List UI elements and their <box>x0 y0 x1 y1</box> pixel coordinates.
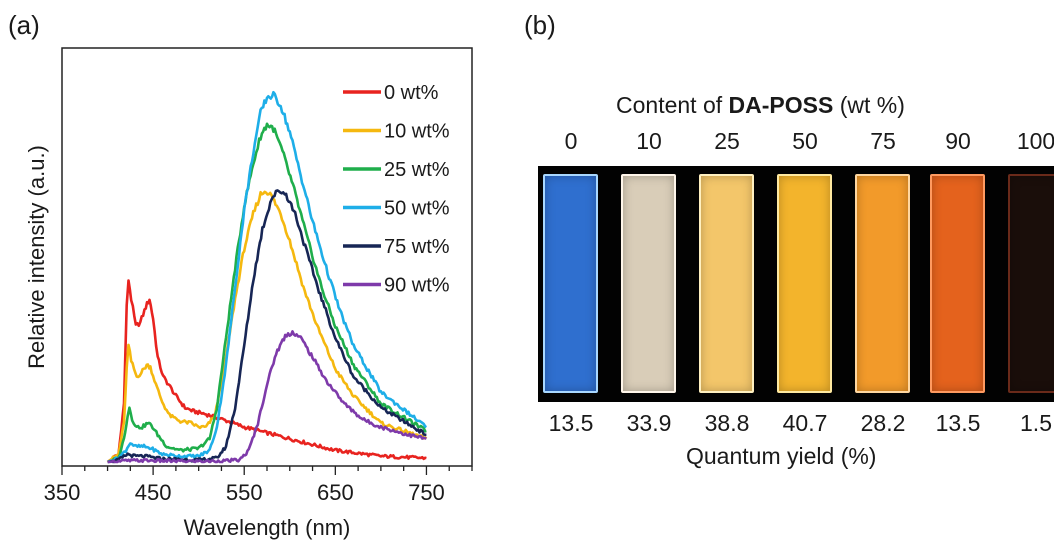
series-line-10-wt- <box>106 190 428 464</box>
content-title-bold: DA-POSS <box>728 92 834 118</box>
x-tick-label: 450 <box>135 480 172 505</box>
series-line-90-wt- <box>107 330 427 464</box>
quantum-yield-value: 38.8 <box>704 410 750 436</box>
x-axis-label: Wavelength (nm) <box>184 515 351 540</box>
film-sample <box>1008 174 1054 393</box>
films-photo-panel: Content of DA-POSS (wt %) 0 10 25 50 75 90 100… <box>520 0 1054 541</box>
films-photograph <box>538 166 1054 402</box>
quantum-yield-value: 33.9 <box>626 410 672 436</box>
quantum-yield-value: 1.5 <box>1020 410 1052 436</box>
content-values-row: 0 10 25 50 75 90 100 <box>520 128 1054 158</box>
x-axis-ticks: 350 450 550 650 750 <box>44 466 473 505</box>
content-title-suffix: (wt %) <box>833 92 905 118</box>
series-line-25-wt- <box>107 122 427 464</box>
x-tick-label: 550 <box>226 480 263 505</box>
legend-label: 10 wt% <box>384 121 450 143</box>
legend-label: 25 wt% <box>384 159 450 181</box>
panel-a-label: (a) <box>8 10 40 40</box>
quantum-yield-row: 13.5 33.9 38.8 40.7 28.2 13.5 1.5 <box>520 410 1054 440</box>
panel-b-label: (b) <box>524 10 556 40</box>
emission-spectra-chart: 350 450 550 650 750 0 wt% 10 wt% 25 wt% 50 wt% 7… <box>24 47 473 540</box>
series-line-0-wt- <box>106 279 427 464</box>
legend-label: 50 wt% <box>384 198 450 220</box>
quantum-yield-value: 13.5 <box>935 410 981 436</box>
x-tick-label: 750 <box>408 480 445 505</box>
content-value: 0 <box>564 128 578 154</box>
legend-label: 90 wt% <box>384 275 450 297</box>
quantum-yield-label: Quantum yield (%) <box>686 443 877 469</box>
content-title-prefix: Content of <box>616 92 729 118</box>
y-axis-label: Relative intensity (a.u.) <box>24 145 49 369</box>
film-sample <box>930 174 985 393</box>
content-value: 75 <box>870 128 896 154</box>
quantum-yield-value: 28.2 <box>860 410 906 436</box>
quantum-yield-value: 40.7 <box>782 410 828 436</box>
legend: 0 wt% 10 wt% 25 wt% 50 wt% 75 wt% 90 wt% <box>343 82 450 297</box>
content-value: 100 <box>1016 128 1054 154</box>
legend-label: 75 wt% <box>384 236 450 258</box>
series-line-50-wt- <box>107 90 428 464</box>
film-sample <box>699 174 754 393</box>
content-value: 90 <box>945 128 971 154</box>
legend-label: 0 wt% <box>384 82 439 104</box>
film-sample <box>543 174 598 393</box>
content-value: 25 <box>714 128 740 154</box>
x-tick-label: 350 <box>44 480 81 505</box>
series-lines <box>106 90 428 464</box>
content-value: 50 <box>792 128 818 154</box>
content-value: 10 <box>636 128 662 154</box>
film-sample <box>855 174 910 393</box>
film-sample <box>777 174 832 393</box>
content-title: Content of DA-POSS (wt %) <box>616 92 905 119</box>
x-tick-label: 650 <box>317 480 354 505</box>
quantum-yield-value: 13.5 <box>548 410 594 436</box>
film-sample <box>621 174 676 393</box>
